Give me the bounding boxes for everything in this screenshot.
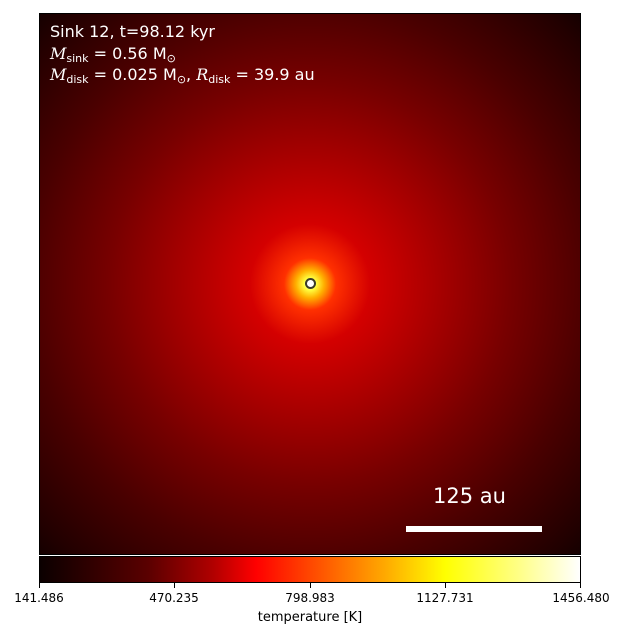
disk-properties-label: Mdisk = 0.025 M⊙, Rdisk = 39.9 au xyxy=(50,65,315,86)
colorbar-tick xyxy=(580,583,581,588)
colorbar-tick xyxy=(174,583,175,588)
temperature-map: Sink 12, t=98.12 kyr Msink = 0.56 M⊙ Mdi… xyxy=(39,13,581,555)
r-disk-value: = 39.9 au xyxy=(230,65,315,84)
colorbar-tick xyxy=(445,583,446,588)
m-disk-value: = 0.025 M xyxy=(88,65,177,84)
m-sink-unit: ⊙ xyxy=(166,52,176,65)
m-disk-symbol: M xyxy=(50,65,67,84)
scale-bar-label: 125 au xyxy=(433,484,506,508)
colorbar-tick-label: 1456.480 xyxy=(552,591,610,605)
m-disk-sub: disk xyxy=(66,73,89,86)
m-disk-unit: ⊙ xyxy=(176,73,187,86)
r-disk-symbol: R xyxy=(196,65,209,84)
sink-marker-icon xyxy=(305,278,316,289)
m-sink-symbol: M xyxy=(50,44,67,63)
scale-bar xyxy=(406,526,542,532)
colorbar-tick-label: 1127.731 xyxy=(416,591,474,605)
colorbar-tick xyxy=(310,583,311,588)
sink-mass-label: Msink = 0.56 M⊙ xyxy=(50,44,176,68)
colorbar-tick-label: 470.235 xyxy=(149,591,199,605)
r-disk-sub: disk xyxy=(208,73,231,86)
sink-time-label: Sink 12, t=98.12 kyr xyxy=(50,22,215,41)
colorbar-tick-label: 141.486 xyxy=(14,591,64,605)
m-sink-sub: sink xyxy=(66,52,89,65)
m-sink-value: = 0.56 M xyxy=(88,44,167,63)
colorbar xyxy=(39,556,581,583)
colorbar-tick xyxy=(39,583,40,588)
colorbar-label: temperature [K] xyxy=(257,610,363,625)
colorbar-tick-label: 798.983 xyxy=(285,591,335,605)
